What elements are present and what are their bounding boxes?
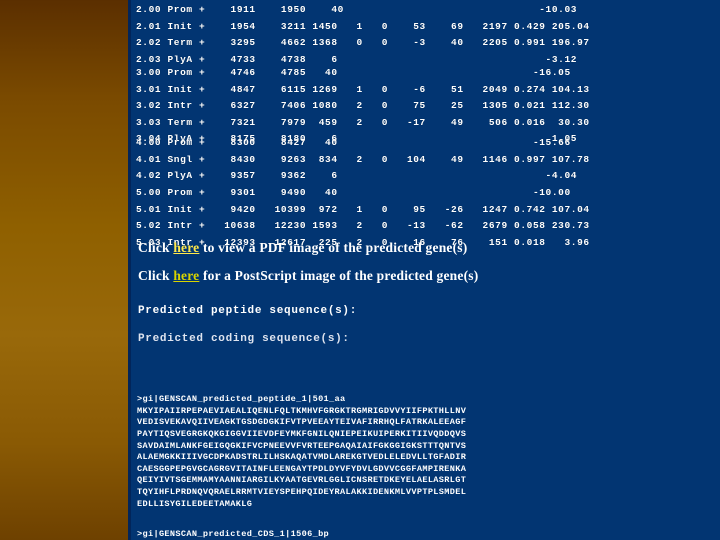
peptide-fasta-sequence: MKYIPAIIRPEPAEVIAEALIQENLFQLTKMHVFGRGKTR… — [137, 405, 467, 509]
predicted-peptide-heading: Predicted peptide sequence(s): — [138, 305, 358, 317]
table-row: 5.03 Intr + 12393 12617 225 2 0 16 76 15… — [136, 236, 590, 248]
postscript-image-link-line: Click here for a PostScript image of the… — [138, 268, 478, 284]
table-row: 2.01 Init + 1954 3211 1450 1 0 53 69 219… — [136, 20, 590, 32]
table-row: 5.02 Intr + 10638 12230 1593 2 0 -13 -62… — [136, 220, 590, 232]
table-row: 3.00 Prom + 4746 4785 40 -16.05 — [136, 67, 571, 78]
sidebar-divider — [128, 0, 131, 540]
table-row: 3.01 Init + 4847 6115 1269 1 0 -6 51 204… — [136, 83, 590, 95]
link-suffix-text: to view a PDF image of the predicted gen… — [199, 240, 468, 255]
table-row: 3.04 PlyA + 8175 8180 6 1.05 — [136, 133, 578, 145]
pdf-image-link[interactable]: here — [173, 240, 200, 255]
exon-table-block-gene-3: 3.00 Prom + 4746 4785 40 -16.05 3.01 Ini… — [136, 65, 716, 148]
sidebar-gradient-band — [0, 0, 128, 540]
predicted-coding-heading: Predicted coding sequence(s): — [138, 333, 350, 345]
table-row: 4.02 PlyA + 9357 9362 6 -4.04 — [136, 170, 578, 182]
link-suffix-text: for a PostScript image of the predicted … — [199, 268, 479, 283]
table-row: 2.03 PlyA + 4733 4738 6 -3.12 — [136, 53, 578, 65]
table-row: 5.00 Prom + 9301 9490 40 -10.00 — [136, 187, 571, 198]
table-row: 5.01 Init + 9420 10399 972 1 0 95 -26 12… — [136, 203, 590, 215]
pdf-image-link-line: Click here to view a PDF image of the pr… — [138, 240, 467, 256]
table-row: 4.01 Sngl + 8430 9263 834 2 0 104 49 114… — [136, 153, 590, 165]
table-row: 2.02 Term + 3295 4662 1368 0 0 -3 40 220… — [136, 37, 590, 49]
content-area: 2.00 Prom + 1911 1950 40 -10.03 2.01 Ini… — [131, 0, 720, 540]
cds-fasta-block: >gi|GENSCAN_predicted_CDS_1|1506_bpatgaa… — [137, 506, 717, 540]
link-prefix-text: Click — [138, 240, 174, 255]
table-row: 3.03 Term + 7321 7979 459 2 0 -17 49 506… — [136, 116, 590, 128]
peptide-fasta-block: >gi|GENSCAN_predicted_peptide_1|501_aa MK… — [137, 371, 717, 533]
table-row: 2.00 Prom + 1911 1950 40 -10.03 — [136, 4, 578, 15]
exon-table-block-gene-5: 5.00 Prom + 9301 9490 40 -10.00 5.01 Ini… — [136, 185, 716, 251]
link-prefix-text: Click — [138, 268, 174, 283]
exon-table-block-gene-2: 2.00 Prom + 1911 1950 40 -10.03 2.01 Ini… — [136, 2, 716, 68]
peptide-fasta-header: >gi|GENSCAN_predicted_peptide_1|501_aa — [137, 394, 346, 405]
cds-fasta-header: >gi|GENSCAN_predicted_CDS_1|1506_bp — [137, 529, 330, 540]
postscript-image-link[interactable]: here — [173, 268, 200, 283]
exon-table-block-gene-4: 4.00 Prom + 8300 8427 40 -15.66 4.01 Sng… — [136, 135, 716, 185]
table-row: 4.00 Prom + 8300 8427 40 -15.66 — [136, 137, 571, 148]
table-row: 3.02 Intr + 6327 7406 1080 2 0 75 25 130… — [136, 100, 590, 112]
